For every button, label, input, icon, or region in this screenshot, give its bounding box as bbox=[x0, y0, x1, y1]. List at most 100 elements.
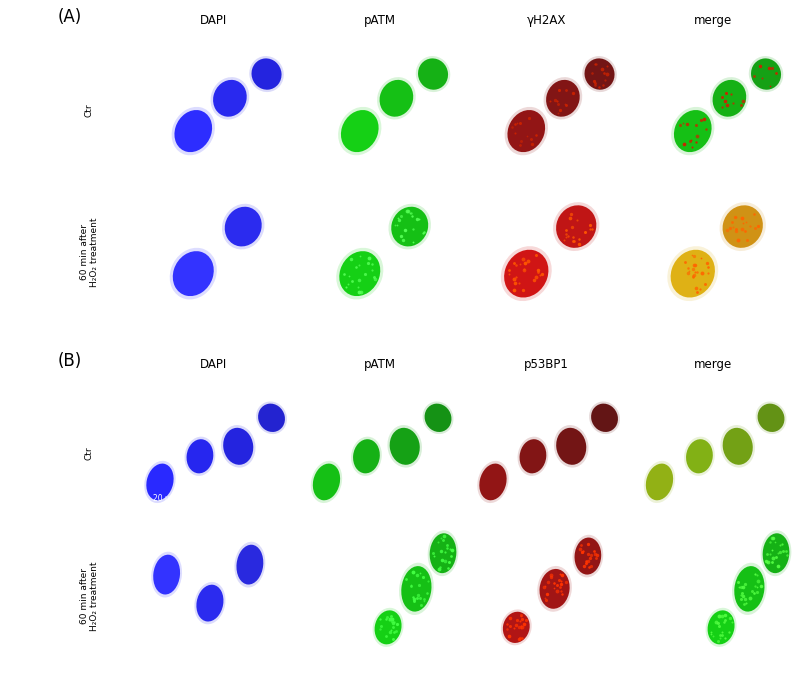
Text: (B): (B) bbox=[58, 352, 82, 370]
Ellipse shape bbox=[749, 56, 783, 92]
Ellipse shape bbox=[504, 250, 549, 297]
Ellipse shape bbox=[755, 402, 786, 434]
Ellipse shape bbox=[194, 582, 226, 624]
Text: (A): (A) bbox=[58, 8, 82, 26]
Ellipse shape bbox=[501, 609, 532, 645]
Ellipse shape bbox=[478, 461, 509, 503]
Ellipse shape bbox=[707, 611, 734, 644]
Ellipse shape bbox=[213, 80, 246, 117]
Ellipse shape bbox=[172, 107, 215, 155]
Text: DAPI: DAPI bbox=[200, 359, 227, 371]
Ellipse shape bbox=[734, 566, 765, 611]
Ellipse shape bbox=[377, 77, 416, 119]
Text: Ctr: Ctr bbox=[85, 447, 94, 460]
Ellipse shape bbox=[539, 569, 570, 609]
Text: DAPI: DAPI bbox=[200, 15, 227, 28]
Ellipse shape bbox=[222, 204, 265, 249]
Ellipse shape bbox=[503, 612, 530, 643]
Ellipse shape bbox=[391, 207, 428, 247]
Ellipse shape bbox=[684, 437, 715, 476]
Ellipse shape bbox=[258, 404, 285, 432]
Ellipse shape bbox=[554, 425, 589, 468]
Text: pATM: pATM bbox=[364, 15, 396, 28]
Ellipse shape bbox=[310, 461, 342, 503]
Ellipse shape bbox=[234, 542, 266, 588]
Ellipse shape bbox=[416, 56, 450, 92]
Ellipse shape bbox=[505, 107, 548, 155]
Ellipse shape bbox=[713, 80, 746, 117]
Ellipse shape bbox=[479, 464, 506, 500]
Ellipse shape bbox=[144, 461, 176, 503]
Ellipse shape bbox=[351, 437, 382, 476]
Ellipse shape bbox=[518, 437, 548, 476]
Ellipse shape bbox=[751, 59, 781, 90]
Ellipse shape bbox=[196, 584, 223, 621]
Ellipse shape bbox=[761, 530, 791, 576]
Ellipse shape bbox=[758, 404, 785, 432]
Text: 60 min after
H₂O₂ treatment: 60 min after H₂O₂ treatment bbox=[79, 218, 99, 287]
Ellipse shape bbox=[538, 566, 572, 612]
Ellipse shape bbox=[585, 59, 614, 90]
Text: 20 μm: 20 μm bbox=[153, 493, 177, 503]
Ellipse shape bbox=[339, 251, 380, 296]
Ellipse shape bbox=[170, 248, 217, 299]
Ellipse shape bbox=[710, 77, 749, 119]
Ellipse shape bbox=[671, 107, 714, 155]
Text: 20 μm: 20 μm bbox=[153, 150, 177, 159]
Ellipse shape bbox=[430, 533, 456, 573]
Ellipse shape bbox=[186, 439, 214, 473]
Ellipse shape bbox=[223, 428, 254, 465]
Ellipse shape bbox=[418, 59, 448, 90]
Text: γH2AX: γH2AX bbox=[526, 15, 566, 28]
Text: Ctr: Ctr bbox=[85, 103, 94, 117]
Ellipse shape bbox=[732, 563, 766, 615]
Ellipse shape bbox=[313, 464, 340, 500]
Ellipse shape bbox=[674, 110, 712, 152]
Ellipse shape bbox=[173, 251, 214, 296]
Ellipse shape bbox=[399, 563, 434, 615]
Ellipse shape bbox=[507, 110, 545, 152]
Ellipse shape bbox=[644, 461, 675, 503]
Ellipse shape bbox=[390, 428, 420, 465]
Ellipse shape bbox=[225, 207, 262, 247]
Ellipse shape bbox=[574, 538, 602, 575]
Ellipse shape bbox=[719, 202, 766, 251]
Ellipse shape bbox=[146, 464, 174, 500]
Ellipse shape bbox=[646, 464, 673, 500]
Ellipse shape bbox=[425, 404, 451, 432]
Ellipse shape bbox=[546, 80, 580, 117]
Ellipse shape bbox=[250, 56, 284, 92]
Ellipse shape bbox=[591, 404, 618, 432]
Ellipse shape bbox=[422, 402, 454, 434]
Ellipse shape bbox=[670, 250, 715, 297]
Ellipse shape bbox=[722, 428, 753, 465]
Ellipse shape bbox=[402, 566, 431, 611]
Ellipse shape bbox=[174, 110, 212, 152]
Ellipse shape bbox=[389, 204, 431, 249]
Ellipse shape bbox=[151, 552, 182, 597]
Ellipse shape bbox=[556, 206, 596, 248]
Text: merge: merge bbox=[694, 15, 732, 28]
Ellipse shape bbox=[553, 202, 599, 251]
Ellipse shape bbox=[589, 402, 620, 434]
Ellipse shape bbox=[336, 248, 383, 299]
Ellipse shape bbox=[582, 56, 617, 92]
Ellipse shape bbox=[519, 439, 546, 473]
Ellipse shape bbox=[341, 110, 378, 152]
Ellipse shape bbox=[251, 59, 282, 90]
Ellipse shape bbox=[185, 437, 215, 476]
Ellipse shape bbox=[721, 425, 755, 468]
Ellipse shape bbox=[210, 77, 250, 119]
Ellipse shape bbox=[667, 246, 718, 301]
Text: merge: merge bbox=[694, 359, 732, 371]
Ellipse shape bbox=[379, 80, 414, 117]
Ellipse shape bbox=[221, 425, 255, 468]
Text: 60 min after
H₂O₂ treatment: 60 min after H₂O₂ treatment bbox=[79, 561, 99, 631]
Ellipse shape bbox=[353, 439, 380, 473]
Text: pATM: pATM bbox=[364, 359, 396, 371]
Ellipse shape bbox=[428, 530, 458, 576]
Ellipse shape bbox=[256, 402, 287, 434]
Ellipse shape bbox=[556, 428, 586, 465]
Ellipse shape bbox=[501, 246, 552, 301]
Ellipse shape bbox=[237, 545, 263, 584]
